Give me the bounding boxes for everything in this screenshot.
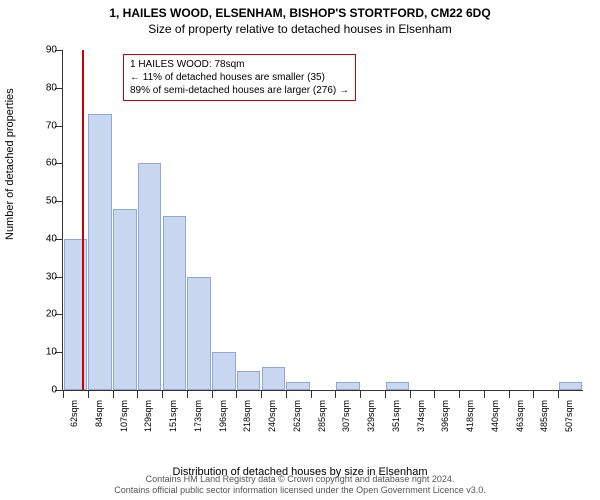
histogram-bar [237,371,261,390]
x-tick-label: 218sqm [242,400,252,436]
chart-container: 1, HAILES WOOD, ELSENHAM, BISHOP'S STORT… [0,0,600,500]
x-tick [286,390,287,398]
x-tick [187,390,188,398]
y-tick-label: 40 [46,233,57,244]
copyright-line-2: Contains official public sector informat… [0,485,600,496]
x-tick-label: 307sqm [341,400,351,436]
x-tick-label: 173sqm [193,400,203,436]
property-marker-line [82,50,84,390]
chart-area: 010203040506070809062sqm84sqm107sqm129sq… [62,50,582,430]
x-tick-label: 151sqm [168,400,178,436]
x-tick [212,390,213,398]
x-tick-label: 285sqm [317,400,327,436]
y-tick-label: 60 [46,158,57,169]
x-tick-label: 418sqm [465,400,475,436]
x-tick [385,390,386,398]
x-tick-label: 329sqm [366,400,376,436]
x-tick [335,390,336,398]
y-tick-label: 0 [51,385,57,396]
y-tick-label: 70 [46,120,57,131]
x-tick [459,390,460,398]
x-tick-label: 507sqm [564,400,574,436]
histogram-bar [386,382,410,390]
x-tick [434,390,435,398]
copyright-text: Contains HM Land Registry data © Crown c… [0,474,600,496]
x-tick-label: 351sqm [391,400,401,436]
x-tick [410,390,411,398]
x-tick [236,390,237,398]
x-tick [63,390,64,398]
x-tick-label: 485sqm [539,400,549,436]
y-tick-label: 30 [46,271,57,282]
histogram-bar [88,114,112,390]
x-tick [558,390,559,398]
x-tick [360,390,361,398]
y-tick-label: 20 [46,309,57,320]
annotation-line: 89% of semi-detached houses are larger (… [130,84,349,97]
x-tick-label: 240sqm [267,400,277,436]
histogram-bar [138,163,162,390]
histogram-bar [336,382,360,390]
x-tick-label: 440sqm [490,400,500,436]
chart-title: 1, HAILES WOOD, ELSENHAM, BISHOP'S STORT… [0,0,600,20]
chart-subtitle: Size of property relative to detached ho… [0,20,600,36]
y-tick-label: 90 [46,45,57,56]
histogram-bar [286,382,310,390]
x-tick-label: 84sqm [94,400,104,436]
x-tick-label: 262sqm [292,400,302,436]
x-tick [137,390,138,398]
x-tick-label: 463sqm [515,400,525,436]
x-tick [484,390,485,398]
x-tick-label: 396sqm [440,400,450,436]
annotation-line: 1 HAILES WOOD: 78sqm [130,58,349,71]
histogram-bar [212,352,236,390]
x-tick [162,390,163,398]
copyright-line-1: Contains HM Land Registry data © Crown c… [0,474,600,485]
histogram-bar [187,277,211,390]
x-tick-label: 196sqm [218,400,228,436]
x-tick [113,390,114,398]
plot-region: 010203040506070809062sqm84sqm107sqm129sq… [62,50,583,391]
x-tick-label: 129sqm [143,400,153,436]
x-tick [509,390,510,398]
histogram-bar [113,209,137,390]
y-tick-label: 50 [46,196,57,207]
y-tick-label: 10 [46,347,57,358]
x-tick [311,390,312,398]
annotation-box: 1 HAILES WOOD: 78sqm← 11% of detached ho… [123,54,356,101]
x-tick-label: 62sqm [69,400,79,436]
histogram-bar [559,382,583,390]
y-axis-label: Number of detached properties [4,88,16,240]
annotation-line: ← 11% of detached houses are smaller (35… [130,71,349,84]
histogram-bar [262,367,286,390]
x-tick [533,390,534,398]
x-tick-label: 374sqm [416,400,426,436]
x-tick [261,390,262,398]
x-tick-label: 107sqm [119,400,129,436]
histogram-bar [163,216,187,390]
y-tick-label: 80 [46,82,57,93]
x-tick [88,390,89,398]
